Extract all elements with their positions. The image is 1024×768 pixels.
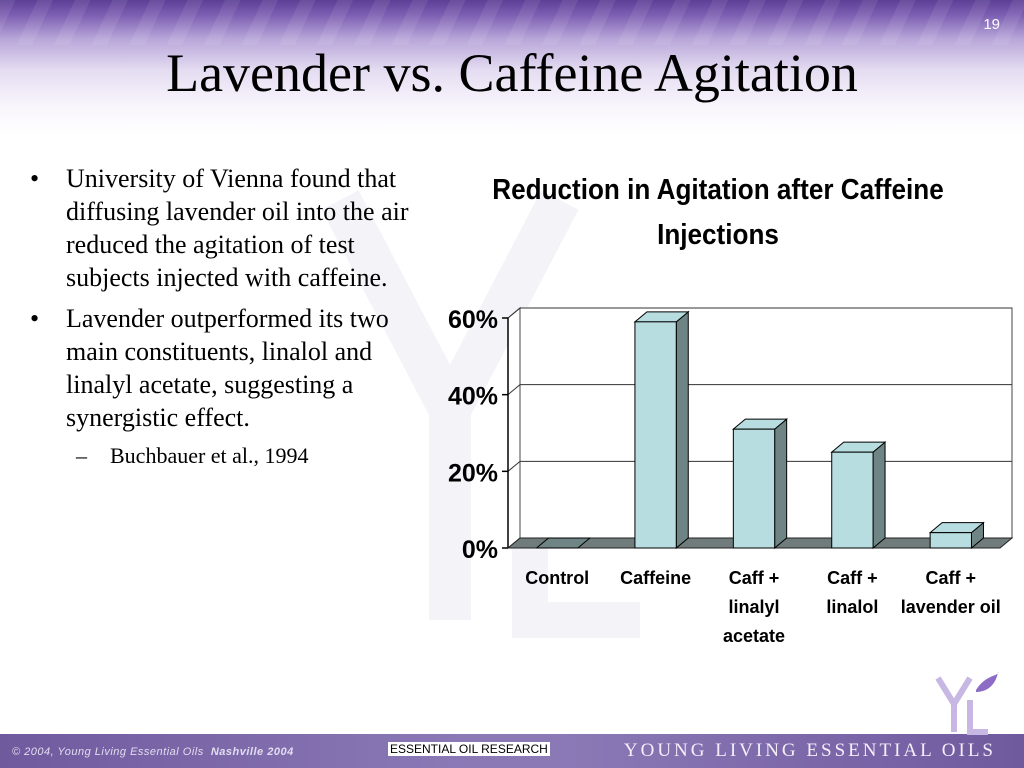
y-tick-label: 0% <box>462 536 498 564</box>
bullet-item: • Lavender outperformed its two main con… <box>28 302 436 434</box>
bar-side <box>872 441 886 550</box>
citation: – Buchbauer et al., 1994 <box>28 442 436 470</box>
x-tick-label: lavender oil <box>901 597 1001 617</box>
x-tick-label: Caff + <box>926 568 977 588</box>
bullet-item: • University of Vienna found that diffus… <box>28 162 436 294</box>
header-band <box>0 0 1024 135</box>
bar-side <box>774 418 788 550</box>
x-tick-label: linalol <box>826 597 878 617</box>
gridline-side <box>507 384 521 396</box>
bullet-dot-icon: • <box>30 164 40 193</box>
yl-logo-icon <box>935 672 999 735</box>
bar <box>535 537 592 549</box>
page-title: Lavender vs. Caffeine Agitation <box>166 43 858 103</box>
bar-side <box>675 310 689 550</box>
citation-text: Buchbauer et al., 1994 <box>110 443 309 469</box>
bar <box>831 451 874 549</box>
bullet-text: University of Vienna found that diffusin… <box>66 164 409 293</box>
slide-number: 19 <box>983 16 1000 33</box>
bar <box>929 532 972 549</box>
bar-chart: 0% 20% 40% 60% Control Caffeine Caff + linalyl a… <box>448 306 1014 646</box>
bar <box>732 428 776 549</box>
x-tick-label: Caff + <box>729 568 780 588</box>
footer-copyright: © 2004, Young Living Essential Oils Nash… <box>12 746 294 758</box>
location-text: Nashville 2004 <box>210 746 294 758</box>
dash-icon: – <box>76 443 87 469</box>
y-tick-label: 20% <box>448 459 498 487</box>
x-tick-label: Caff + <box>827 568 878 588</box>
plot-side-wall <box>507 306 521 550</box>
bullet-text: Lavender outperformed its two main const… <box>66 304 389 433</box>
copyright-text: © 2004, Young Living Essential Oils <box>12 746 204 758</box>
y-tick-label: 60% <box>448 306 498 334</box>
gridline-side <box>507 307 521 319</box>
bar <box>634 321 677 549</box>
footer-brand: YOUNG LIVING ESSENTIAL OILS <box>623 740 996 761</box>
y-tick-label: 40% <box>448 383 498 411</box>
chart-title: Reduction in Agitation after Caffeine In… <box>492 174 944 251</box>
gridline-side <box>507 460 521 472</box>
bullet-dot-icon: • <box>30 304 40 334</box>
bullet-list: • University of Vienna found that diffus… <box>28 162 436 470</box>
x-tick-label: acetate <box>723 626 785 646</box>
x-tick-label: Caffeine <box>620 568 691 588</box>
footer-section-label: ESSENTIAL OIL RESEARCH <box>388 742 550 756</box>
x-tick-label: Control <box>525 568 589 588</box>
x-tick-label: linalyl <box>728 597 779 617</box>
